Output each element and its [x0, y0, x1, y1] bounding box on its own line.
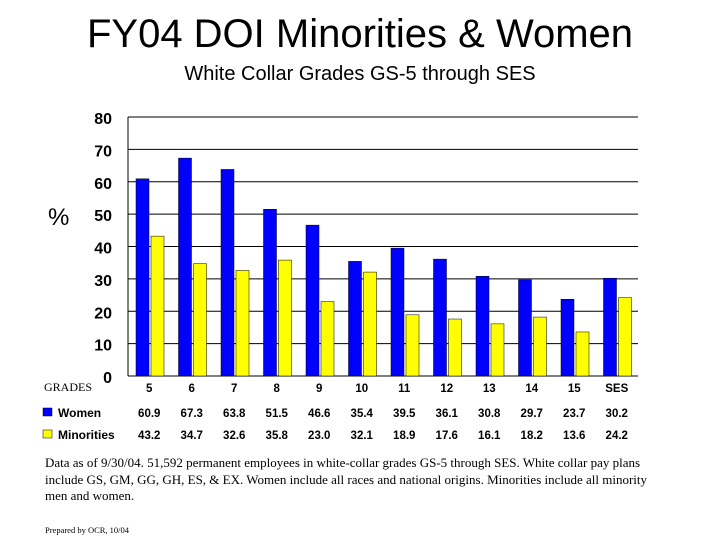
bar-women: [603, 277, 617, 377]
bar-women: [390, 247, 405, 377]
x-tick-label: 14: [525, 383, 538, 395]
data-label: 39.5: [393, 408, 416, 420]
data-label: 17.6: [436, 430, 458, 442]
bar-women: [178, 157, 192, 377]
y-tick-label: 60: [94, 176, 112, 193]
y-axis-label: %: [48, 204, 69, 231]
bar-women: [560, 299, 575, 377]
bar-minorities: [193, 263, 207, 377]
data-label: 29.7: [521, 408, 543, 420]
bars: [135, 157, 632, 377]
legend-label-minorities: Minorities: [58, 428, 115, 442]
chart-subtitle: White Collar Grades GS-5 through SES: [184, 63, 536, 85]
data-label: 43.2: [138, 430, 160, 442]
data-table: Women 60.9 67.3 63.8 51.5 46.6 35.4 39.5 36.1 30.…: [42, 406, 628, 442]
y-tick-label: 0: [103, 370, 112, 387]
bar-minorities: [448, 318, 462, 377]
data-label: 30.8: [478, 408, 501, 420]
x-axis-label: GRADES: [44, 380, 92, 394]
data-label: 16.1: [478, 430, 501, 442]
bar-minorities: [150, 235, 165, 377]
data-label: 67.3: [181, 408, 203, 420]
bar-chart: 0 10 20 30 40 50 60 70 80 5 6 7 8 9 10 11 12 13 14 15 SES Wo…: [42, 111, 638, 442]
x-tick-label: 6: [189, 383, 195, 395]
credit-line: Prepared by OCR, 10/04: [45, 525, 130, 535]
data-label: 60.9: [138, 408, 160, 420]
data-label: 23.7: [563, 408, 585, 420]
bar-women: [518, 279, 532, 377]
data-label: 51.5: [266, 408, 289, 420]
bar-women: [263, 209, 277, 377]
bar-minorities: [405, 314, 420, 377]
axes: [127, 117, 638, 377]
bar-women: [305, 224, 320, 377]
x-tick-label: 15: [568, 383, 581, 395]
data-label: 32.6: [223, 430, 245, 442]
bar-minorities: [533, 316, 547, 377]
y-tick-label: 20: [94, 305, 112, 322]
y-tick-label: 70: [94, 143, 112, 160]
tick-labels: 0 10 20 30 40 50 60 70 80 5 6 7 8 9 10 11 12 13 14 15 SES: [94, 111, 628, 395]
data-label: 32.1: [351, 430, 374, 442]
y-tick-label: 40: [94, 241, 112, 258]
bar-women: [220, 169, 235, 377]
x-tick-label: 7: [231, 383, 237, 395]
data-label: 46.6: [308, 408, 330, 420]
bar-minorities: [618, 297, 632, 377]
bar-minorities: [363, 271, 377, 377]
y-tick-label: 30: [94, 273, 112, 290]
x-tick-label: 12: [440, 383, 453, 395]
bar-women: [433, 258, 447, 377]
data-label: 35.8: [266, 430, 289, 442]
bar-women: [348, 261, 362, 377]
x-tick-label: 11: [398, 383, 411, 395]
bar-minorities: [278, 259, 292, 377]
x-tick-label: SES: [605, 383, 628, 395]
bar-minorities: [320, 301, 335, 377]
data-label: 23.0: [308, 430, 330, 442]
data-label: 34.7: [181, 430, 203, 442]
legend-swatch-minorities: [42, 429, 53, 439]
data-label: 35.4: [351, 408, 374, 420]
data-note: Data as of 9/30/04. 51,592 permanent emp…: [45, 455, 648, 503]
legend-label-women: Women: [58, 406, 101, 420]
y-tick-label: 80: [94, 111, 112, 128]
bar-minorities: [575, 331, 590, 377]
x-tick-label: 5: [146, 383, 153, 395]
x-tick-label: 13: [483, 383, 496, 395]
y-tick-label: 50: [94, 208, 112, 225]
chart-title: FY04 DOI Minorities & Women: [86, 12, 634, 56]
data-label: 63.8: [223, 408, 246, 420]
data-label: 18.2: [521, 430, 543, 442]
data-label: 18.9: [393, 430, 415, 442]
legend-swatch-women: [42, 407, 53, 417]
x-tick-label: 10: [355, 383, 368, 395]
x-tick-label: 8: [274, 383, 281, 395]
data-label: 24.2: [606, 430, 628, 442]
data-label: 36.1: [436, 408, 459, 420]
bar-women: [475, 276, 490, 377]
bar-minorities: [490, 323, 505, 377]
bar-women: [135, 178, 150, 377]
data-label: 13.6: [563, 430, 585, 442]
x-tick-label: 9: [316, 383, 322, 395]
data-label: 30.2: [606, 408, 628, 420]
bar-minorities: [235, 270, 250, 377]
y-tick-label: 10: [94, 338, 112, 355]
gridlines: [128, 116, 638, 345]
